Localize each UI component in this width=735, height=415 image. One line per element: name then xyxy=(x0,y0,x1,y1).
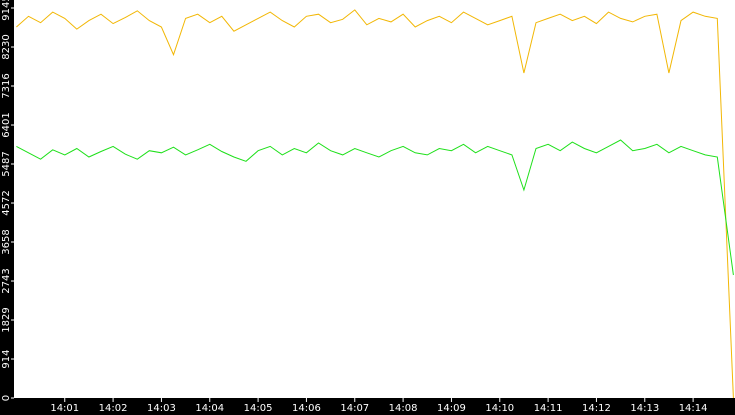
y-tick-label: 4572 xyxy=(1,190,12,215)
x-tick-label: 14:01 xyxy=(50,403,79,414)
x-tick-label: 14:05 xyxy=(244,403,273,414)
y-tick-label: 0 xyxy=(1,395,12,401)
x-tick-label: 14:07 xyxy=(340,403,369,414)
series-line xyxy=(16,139,734,276)
y-tick-label: 7316 xyxy=(1,73,12,98)
x-tick-label: 14:08 xyxy=(389,403,418,414)
y-tick-label: 6401 xyxy=(1,112,12,137)
x-tick-label: 14:13 xyxy=(630,403,659,414)
y-tick-label: 3658 xyxy=(1,229,12,254)
x-tick-label: 14:02 xyxy=(99,403,128,414)
x-tick-label: 14:09 xyxy=(437,403,466,414)
y-tick-label: 914 xyxy=(1,349,12,368)
y-tick-label: 2743 xyxy=(1,268,12,293)
y-tick-label: 1829 xyxy=(1,307,12,332)
y-tick-label: 9145 xyxy=(1,0,12,21)
x-tick-label: 14:11 xyxy=(534,403,563,414)
plot-area xyxy=(14,0,735,398)
x-tick-label: 14:04 xyxy=(195,403,224,414)
x-tick-label: 14:14 xyxy=(679,403,708,414)
x-tick-label: 14:12 xyxy=(582,403,611,414)
x-tick-label: 14:10 xyxy=(485,403,514,414)
y-tick-label: 8230 xyxy=(1,34,12,59)
x-tick-label: 14:03 xyxy=(147,403,176,414)
series-line xyxy=(16,9,734,399)
x-tick-label: 14:06 xyxy=(292,403,321,414)
y-tick-label: 5487 xyxy=(1,151,12,176)
